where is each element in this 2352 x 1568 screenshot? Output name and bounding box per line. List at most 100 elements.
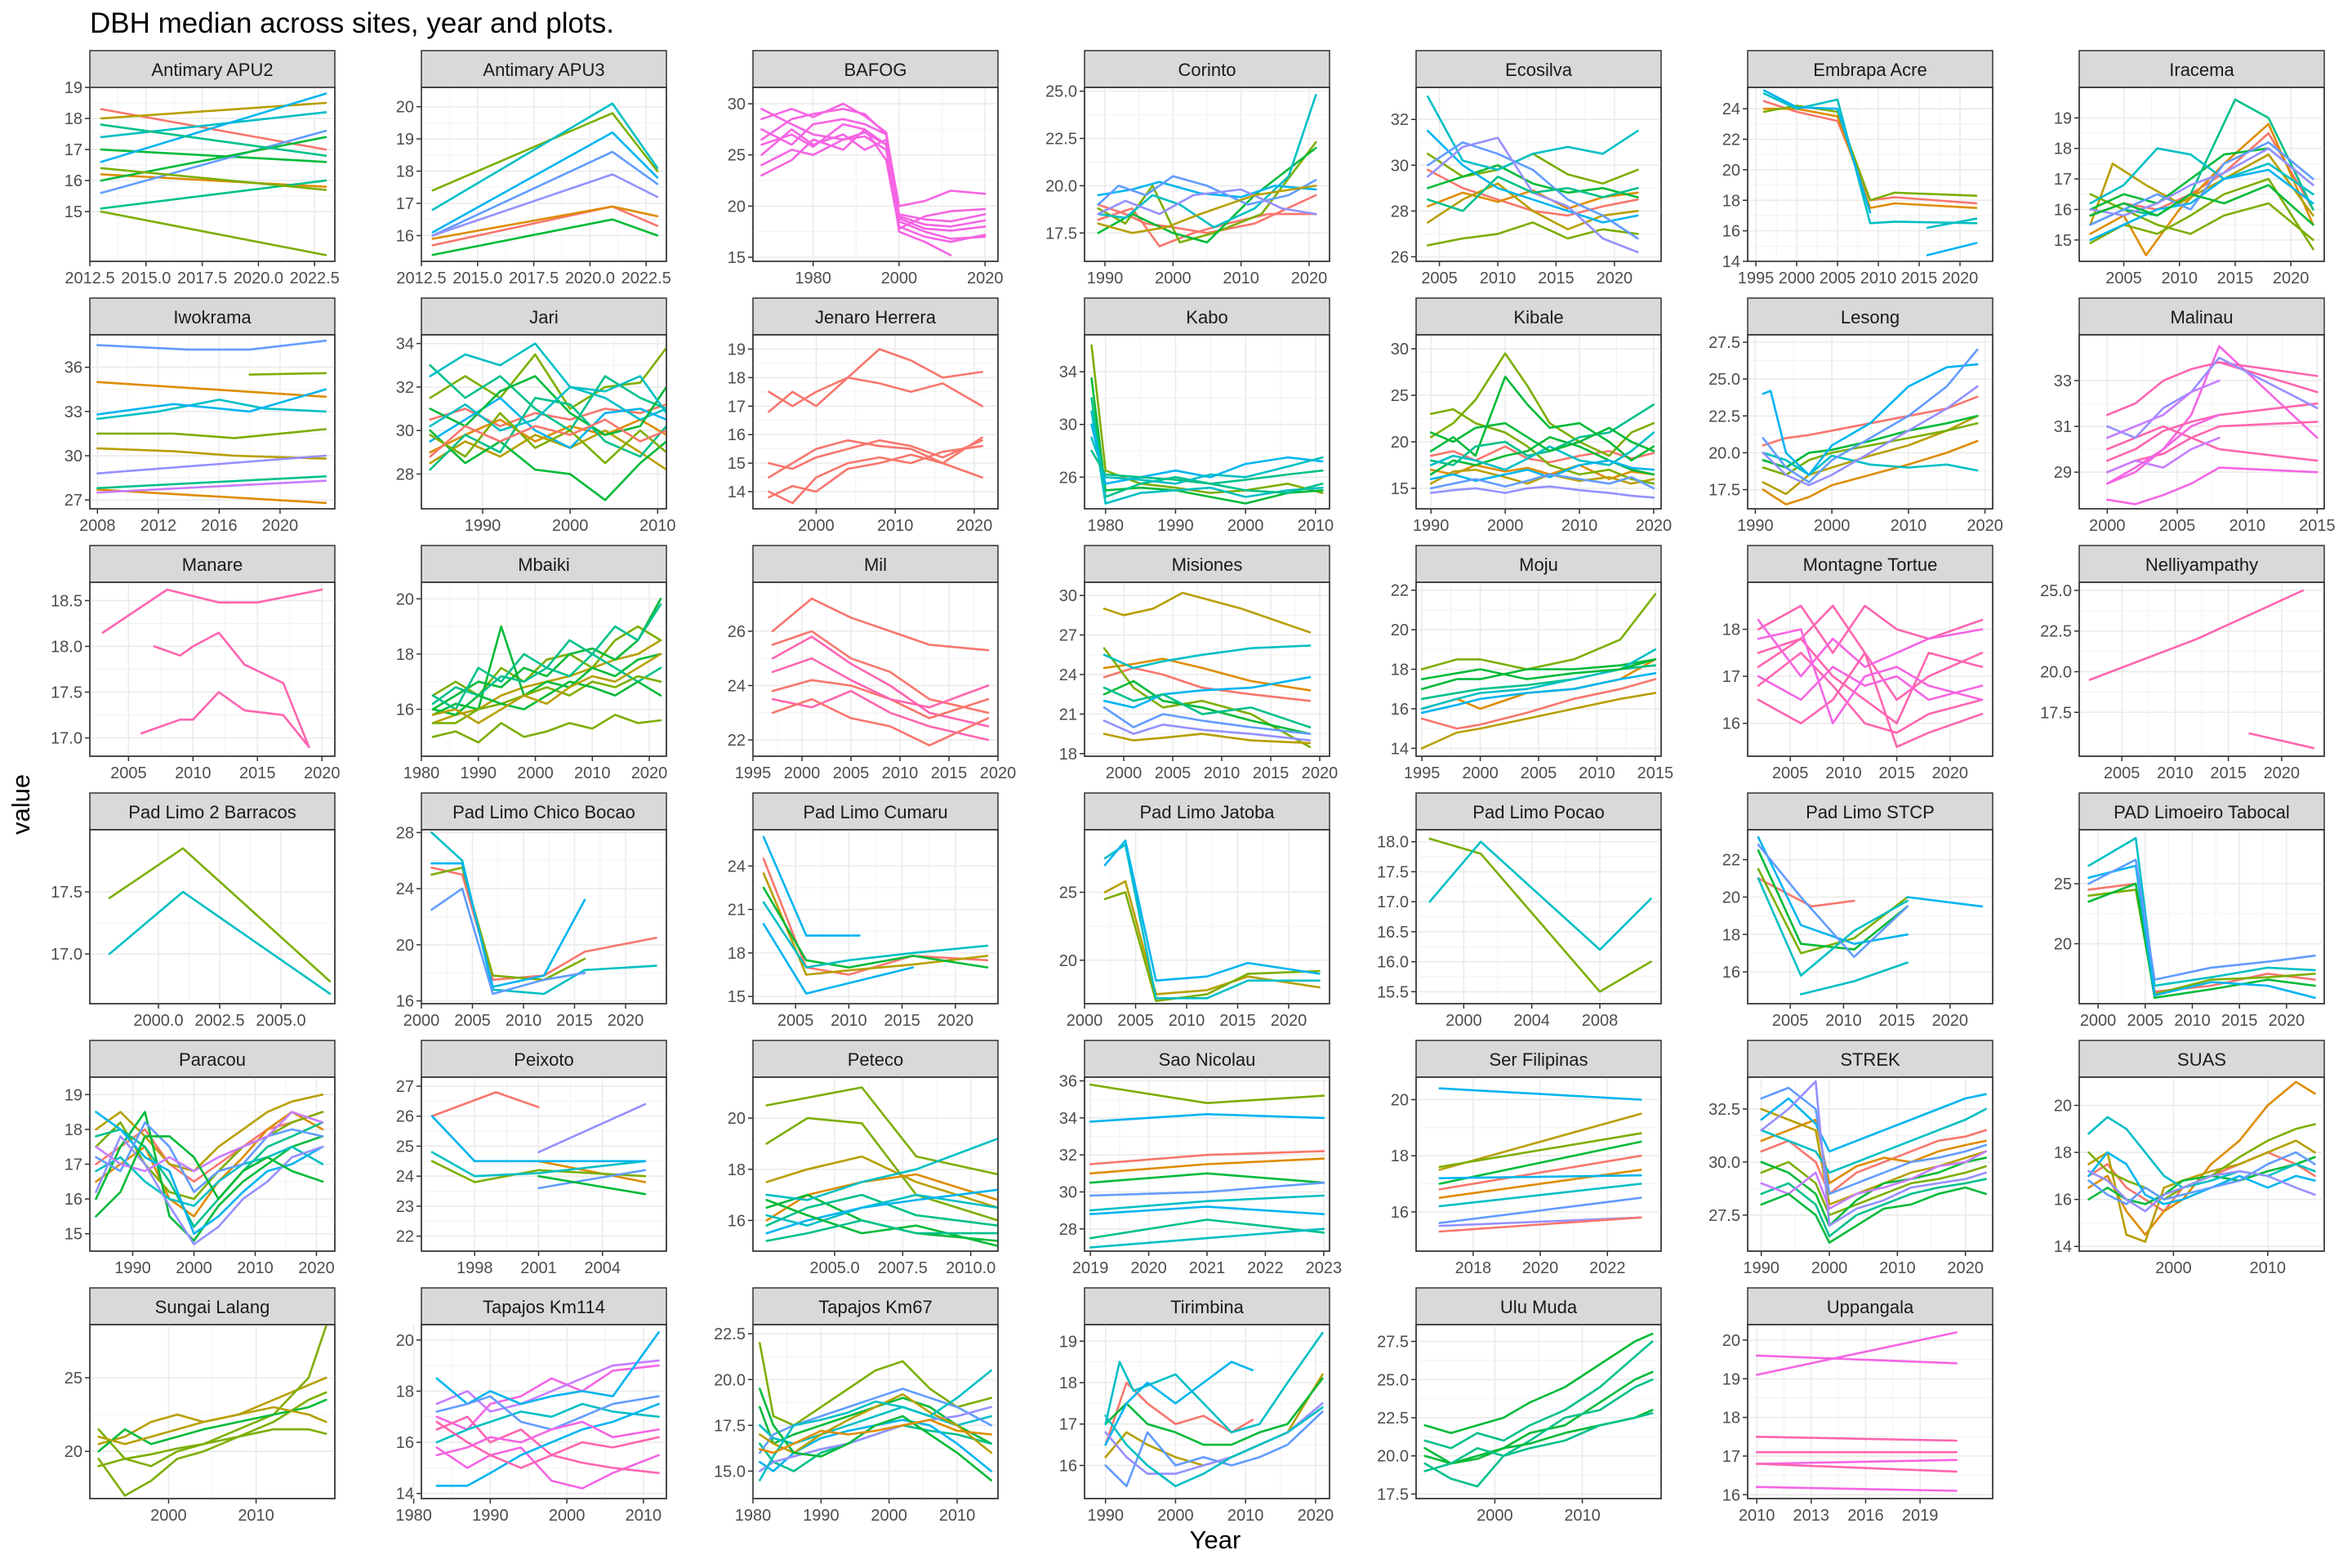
facet-panel: Uppangala 2010 2013 2016 2019 16 17 18 19 20 bbox=[1722, 1287, 1993, 1525]
y-tick-label: 17 bbox=[65, 1156, 82, 1174]
x-tick-label: 2005 bbox=[833, 764, 870, 782]
series-line bbox=[758, 1369, 992, 1481]
y-tick-label: 26 bbox=[728, 623, 746, 641]
panel-border bbox=[89, 334, 336, 510]
x-tick-label: 2016 bbox=[201, 517, 238, 535]
series-line bbox=[537, 1174, 647, 1196]
y-tick-label: 18 bbox=[728, 1161, 746, 1179]
series-line bbox=[1757, 877, 1909, 977]
facet-strip-label: Ser Filipinas bbox=[1489, 1049, 1588, 1070]
y-tick-label: 32 bbox=[1059, 1147, 1077, 1165]
series-line bbox=[108, 890, 332, 996]
x-tick-label: 1980 bbox=[735, 1507, 772, 1525]
series-line bbox=[1762, 395, 1979, 447]
series-line bbox=[429, 418, 666, 454]
y-tick-label: 16 bbox=[2054, 201, 2072, 219]
facet-strip bbox=[752, 545, 999, 583]
y-tick-label: 20 bbox=[396, 937, 414, 955]
series-lines bbox=[435, 1331, 660, 1490]
x-tick-label: 2015 bbox=[1878, 1012, 1915, 1030]
y-tick-label: 18 bbox=[1059, 746, 1077, 764]
x-tick-label: 2000 bbox=[2089, 517, 2126, 535]
series-line bbox=[1104, 1377, 1324, 1446]
x-tick-label: 2010 bbox=[626, 1507, 662, 1525]
y-tick-label: 30 bbox=[1059, 416, 1077, 434]
y-tick-label: 16 bbox=[396, 993, 414, 1011]
y-tick-label: 16 bbox=[65, 172, 82, 190]
series-line bbox=[100, 123, 327, 157]
x-tick-label: 2020 bbox=[1298, 1507, 1334, 1525]
panel-border bbox=[1747, 87, 1993, 262]
series-line bbox=[435, 1415, 660, 1457]
y-tick-label: 16 bbox=[728, 1212, 746, 1230]
facet-strip bbox=[421, 545, 667, 583]
series-line bbox=[1429, 473, 1655, 490]
series-lines bbox=[2088, 589, 2315, 750]
series-line bbox=[1438, 1174, 1642, 1179]
y-tick-label: 30 bbox=[396, 422, 414, 440]
y-tick-label: 16 bbox=[65, 1191, 82, 1209]
series-line bbox=[1103, 880, 1321, 996]
series-line bbox=[1089, 1172, 1325, 1184]
y-tick-label: 19 bbox=[65, 1086, 82, 1104]
series-line bbox=[1757, 666, 1984, 702]
y-tick-label: 25 bbox=[1391, 387, 1409, 405]
series-line bbox=[1762, 452, 1979, 476]
x-tick-label: 2022.5 bbox=[621, 270, 671, 287]
gridlines bbox=[1748, 582, 1993, 756]
series-line bbox=[758, 1419, 992, 1472]
series-lines bbox=[100, 92, 327, 256]
facet-strip bbox=[1084, 297, 1330, 336]
series-line bbox=[1089, 1194, 1325, 1212]
series-line bbox=[1438, 1132, 1642, 1169]
series-line bbox=[430, 1160, 647, 1183]
x-tick-label: 2000 bbox=[1446, 1012, 1482, 1030]
series-line bbox=[431, 680, 662, 716]
series-line bbox=[1428, 837, 1652, 993]
series-line bbox=[2106, 356, 2319, 439]
series-lines bbox=[430, 1091, 647, 1196]
panel-border bbox=[1084, 581, 1330, 757]
y-tick-label: 30 bbox=[1391, 341, 1409, 359]
series-lines bbox=[97, 1325, 327, 1497]
x-tick-label: 2015 bbox=[2217, 270, 2254, 287]
panel-border bbox=[1747, 1076, 1993, 1252]
panel-border bbox=[752, 1076, 999, 1252]
series-line bbox=[1103, 840, 1321, 982]
panel-border bbox=[752, 829, 999, 1004]
series-line bbox=[1102, 686, 1312, 728]
x-tick-label: 2005 bbox=[2159, 517, 2196, 535]
series-line bbox=[95, 1111, 324, 1173]
facet-strip-label: Pad Limo 2 Barracos bbox=[128, 802, 296, 822]
y-tick-label: 18 bbox=[1722, 621, 1740, 639]
series-line bbox=[765, 1137, 998, 1201]
series-line bbox=[1104, 1406, 1324, 1488]
facet-panel: Tapajos Km114 1980 1990 2000 2010 14 16 18 20 bbox=[395, 1287, 667, 1525]
y-tick-label: 15 bbox=[65, 1226, 82, 1244]
series-lines bbox=[1429, 352, 1655, 499]
y-tick-label: 15 bbox=[728, 988, 746, 1006]
series-lines bbox=[765, 1086, 998, 1247]
facet-strip-label: Pad Limo STCP bbox=[1806, 802, 1935, 822]
series-line bbox=[435, 1446, 660, 1490]
y-tick-label: 18 bbox=[728, 369, 746, 387]
x-tick-label: 2010 bbox=[1825, 764, 1862, 782]
y-tick-label: 19 bbox=[1059, 1333, 1077, 1351]
series-line bbox=[435, 1420, 660, 1457]
series-line bbox=[95, 1135, 324, 1218]
facet-strip-label: Malinau bbox=[2170, 307, 2233, 327]
panel-border bbox=[1415, 1324, 1662, 1499]
x-tick-label: 2000 bbox=[1477, 1507, 1513, 1525]
facet-strip bbox=[1084, 1040, 1330, 1078]
series-line bbox=[1762, 89, 1872, 214]
x-tick-label: 2020 bbox=[1636, 517, 1673, 535]
y-tick-label: 27 bbox=[396, 1078, 414, 1096]
series-line bbox=[1760, 1178, 1987, 1238]
x-tick-label: 2005 bbox=[2127, 1012, 2164, 1030]
facet-panel: Manare 2005 2010 2015 2020 17.0 17.5 18.0 18.5 bbox=[51, 545, 340, 782]
series-line bbox=[758, 1342, 992, 1427]
series-line bbox=[1429, 485, 1655, 499]
facet-panel: Sao Nicolau 2019 2020 2021 2022 2023 28 30 32 34 3… bbox=[1059, 1040, 1342, 1277]
series-line bbox=[771, 630, 990, 715]
